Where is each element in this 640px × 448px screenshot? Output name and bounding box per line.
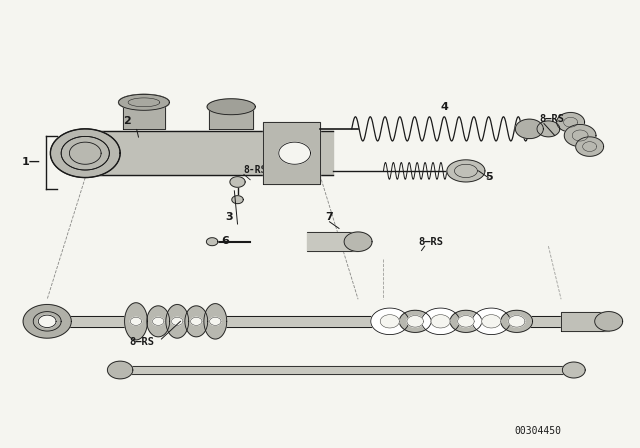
Polygon shape [207,99,255,115]
Polygon shape [207,238,218,246]
Polygon shape [371,308,409,335]
Polygon shape [399,310,431,332]
Polygon shape [537,121,560,137]
Polygon shape [307,232,358,251]
Polygon shape [147,306,170,337]
Polygon shape [557,112,584,132]
Polygon shape [482,314,501,328]
Polygon shape [380,314,399,328]
Polygon shape [576,137,604,156]
Text: 6: 6 [221,236,229,246]
Polygon shape [185,306,208,337]
Text: 8–RS: 8–RS [419,237,444,247]
Polygon shape [51,129,120,177]
Polygon shape [191,317,202,325]
Polygon shape [131,317,141,325]
Polygon shape [472,308,510,335]
Polygon shape [47,316,574,327]
Text: 5: 5 [485,172,493,182]
Polygon shape [563,362,585,378]
Polygon shape [118,95,170,110]
Polygon shape [117,366,574,375]
Polygon shape [60,129,85,177]
Polygon shape [508,315,525,327]
Polygon shape [344,232,372,251]
Polygon shape [172,317,183,325]
Text: 1—: 1— [22,157,41,167]
Polygon shape [108,361,133,379]
Polygon shape [561,312,609,331]
Text: 7: 7 [325,212,333,223]
Polygon shape [166,305,189,338]
Polygon shape [595,312,623,331]
Polygon shape [210,317,221,325]
Polygon shape [204,304,227,339]
Polygon shape [450,310,482,332]
Polygon shape [152,317,164,325]
Text: 8-RS: 8-RS [244,165,268,175]
Text: 3: 3 [225,211,232,222]
Polygon shape [263,122,320,184]
Text: 2: 2 [124,116,131,126]
Polygon shape [85,131,333,175]
Polygon shape [232,196,243,204]
Text: 8–RS: 8–RS [539,114,564,124]
Polygon shape [38,315,56,327]
Polygon shape [431,314,450,328]
Polygon shape [564,125,596,146]
Text: 00304450: 00304450 [514,426,561,436]
Polygon shape [23,305,71,338]
Polygon shape [515,119,543,138]
Polygon shape [124,102,164,129]
Polygon shape [458,315,474,327]
Polygon shape [230,177,245,187]
Polygon shape [279,142,310,164]
Polygon shape [118,95,170,110]
Polygon shape [407,315,424,327]
Text: 8–RS: 8–RS [130,337,155,347]
Polygon shape [447,160,485,182]
Polygon shape [209,107,253,129]
Polygon shape [61,129,109,177]
Polygon shape [125,303,147,340]
Polygon shape [422,308,460,335]
Text: 4: 4 [440,102,449,112]
Polygon shape [501,310,532,332]
